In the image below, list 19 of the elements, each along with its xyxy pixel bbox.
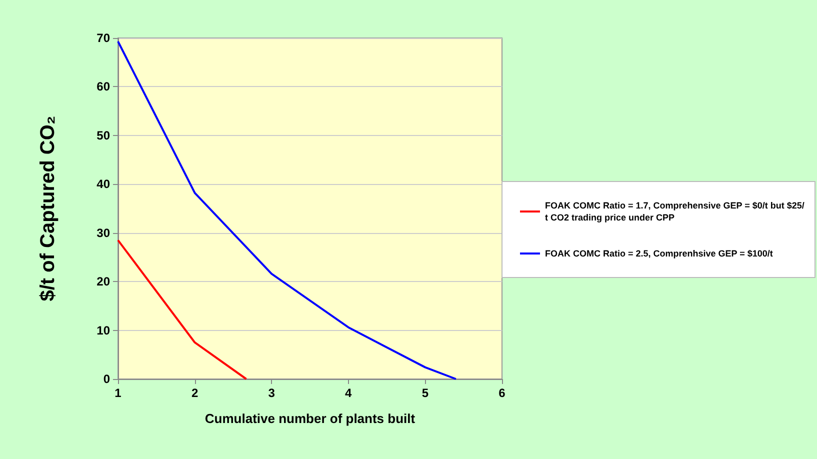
y-tick-label: 0 xyxy=(103,372,110,386)
line-series xyxy=(117,40,457,380)
x-tick-label: 2 xyxy=(191,386,198,400)
x-tick-label: 1 xyxy=(114,386,122,400)
y-tick-label: 60 xyxy=(96,80,110,94)
x-tick-label: 5 xyxy=(422,386,429,400)
y-tick-label: 50 xyxy=(96,128,110,142)
legend-label: FOAK COMC Ratio = 1.7, Comprehensive GEP = $0/t but $25/t CO2 trading price under CPP xyxy=(545,200,805,222)
y-tick-label: 40 xyxy=(96,177,110,192)
legend-label: FOAK COMC Ratio = 2.5, Comprenhsive GEP = $100/t xyxy=(545,248,773,258)
y-tick-label: 20 xyxy=(96,274,110,289)
x-axis-title: Cumulative number of plants built xyxy=(204,411,416,426)
y-tick-label: 70 xyxy=(96,31,110,45)
x-tick-label: 4 xyxy=(345,386,352,400)
y-tick-label: 30 xyxy=(96,226,110,240)
x-tick-label: 3 xyxy=(268,386,276,400)
x-tick-label: 6 xyxy=(498,386,506,400)
y-axis-title: $/t of Captured CO₂ xyxy=(37,116,59,302)
y-tick-label: 10 xyxy=(96,323,110,338)
